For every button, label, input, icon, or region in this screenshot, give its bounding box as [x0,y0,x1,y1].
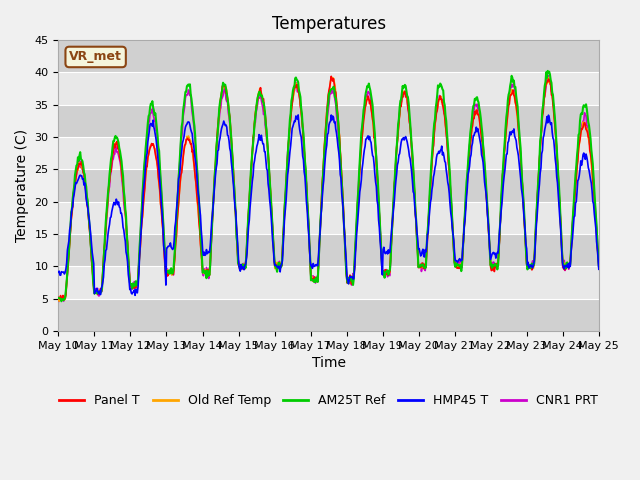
Bar [58,169,599,202]
Title: Temperatures: Temperatures [271,15,386,33]
X-axis label: Time: Time [312,356,346,370]
Bar [58,137,599,169]
Text: VR_met: VR_met [69,50,122,63]
Legend: Panel T, Old Ref Temp, AM25T Ref, HMP45 T, CNR1 PRT: Panel T, Old Ref Temp, AM25T Ref, HMP45 … [54,389,603,412]
Bar [58,234,599,266]
Bar [58,202,599,234]
Bar [58,299,599,331]
Y-axis label: Temperature (C): Temperature (C) [15,129,29,242]
Bar [58,266,599,299]
Bar [58,105,599,137]
Bar [58,40,599,72]
Bar [58,72,599,105]
